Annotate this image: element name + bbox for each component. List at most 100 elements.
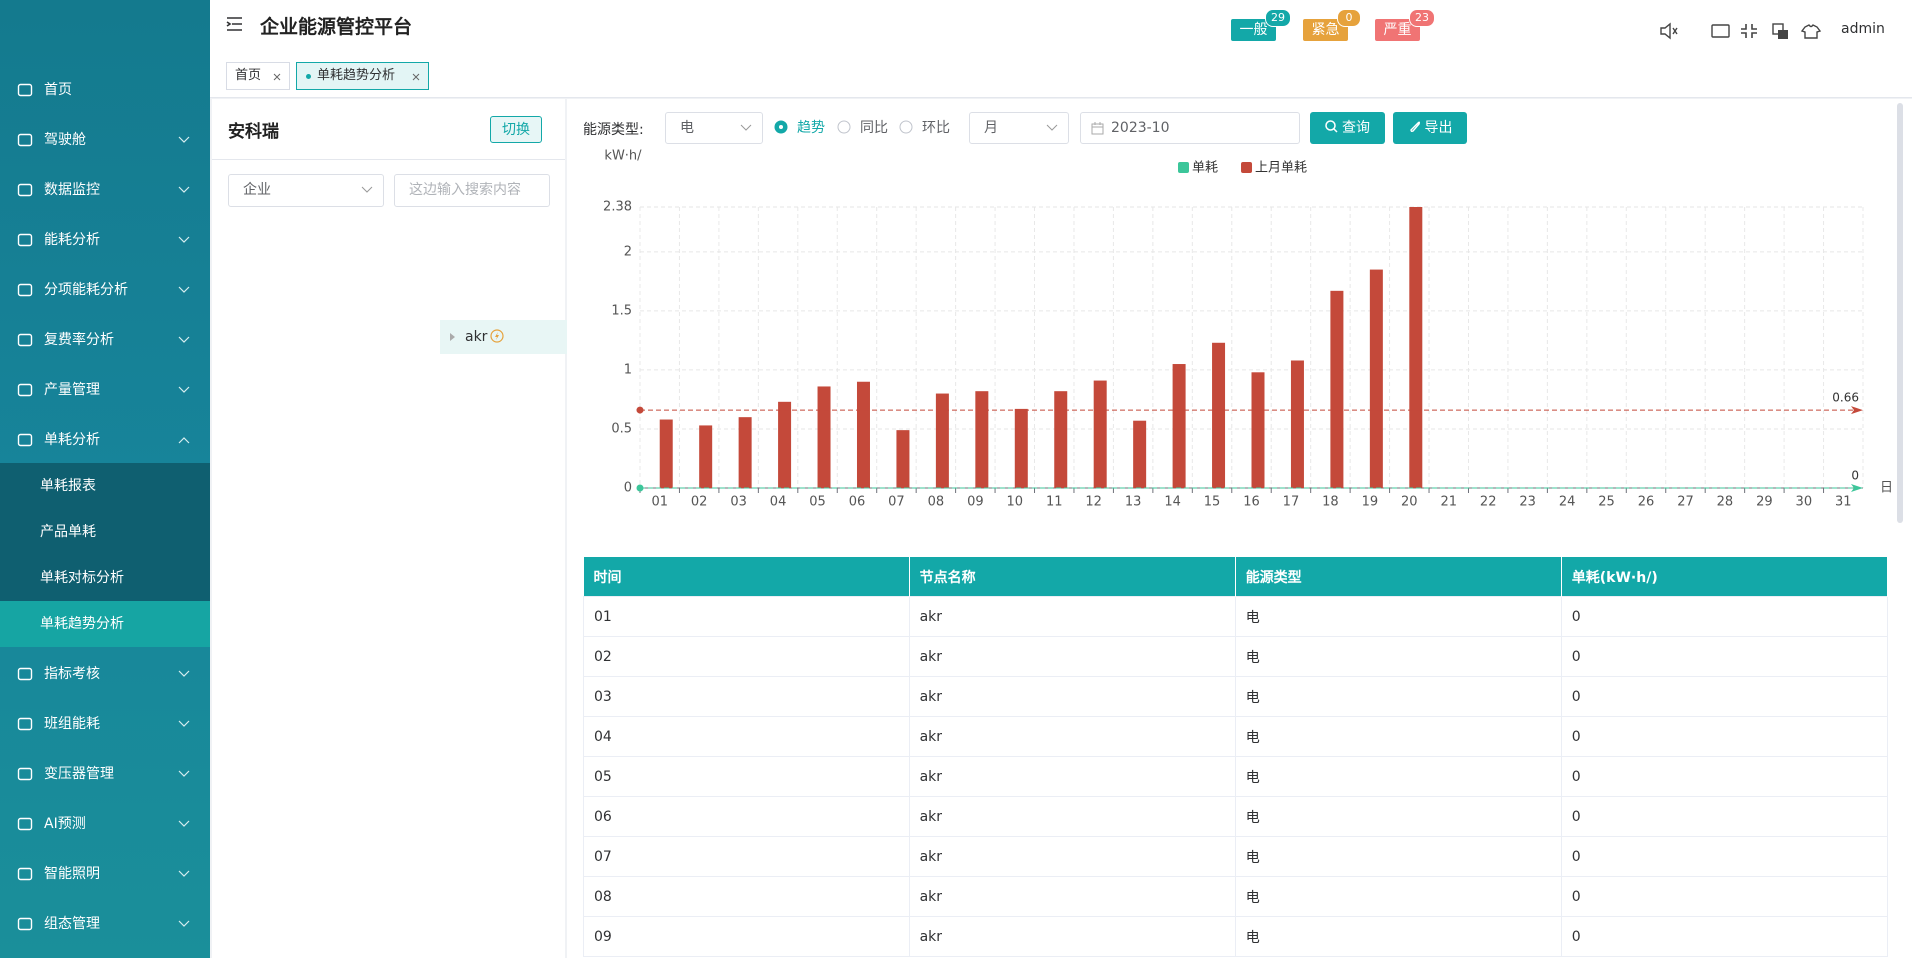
x-tick-label: 12 [1085,495,1102,510]
x-tick-label: 22 [1480,495,1497,510]
x-tick-label: 30 [1796,495,1813,510]
column-header: 时间 [583,557,910,597]
chevron [178,186,190,193]
bar [935,393,949,488]
menu-item[interactable]: 单耗分析 [0,415,210,465]
menu-item[interactable]: 班组能耗 [0,699,210,749]
radio-outer [899,120,913,134]
table-cell: 06 [583,796,910,837]
table-cell: 0 [1560,636,1889,677]
alert-badge[interactable]: 一般 [1231,19,1276,41]
submenu-label: 单耗对标分析 [40,570,124,586]
table-cell: 电 [1234,876,1562,917]
menu-item[interactable]: 产量管理 [0,365,210,415]
bar [817,386,831,488]
icon-shape [17,133,33,147]
menu-item[interactable]: 智能照明 [0,849,210,899]
icon-shape [17,333,33,347]
table-cell: 电 [1234,796,1562,837]
switch-button[interactable]: 切换 [490,116,542,143]
filter-select[interactable]: 企业 [228,174,384,207]
icon-shape [17,183,33,197]
average-label: 0.66 [1832,391,1859,405]
tab[interactable]: 首页 [226,62,290,90]
table-cell: akr [908,916,1236,957]
x-tick-label: 27 [1677,495,1694,510]
menu-item[interactable]: 数据监控 [0,165,210,215]
menu-item[interactable]: 指标考核 [0,649,210,699]
export-button[interactable]: 导出 [1393,112,1467,144]
icon-shape [17,767,33,781]
bar [975,391,989,488]
table-cell: 0 [1560,596,1889,637]
table-cell: 04 [583,716,910,757]
energy-select[interactable]: 电 [665,112,763,144]
menu-item[interactable]: 组态管理 [0,899,210,949]
submenu-item[interactable]: 单耗报表 [0,463,210,509]
x-tick-label: 02 [691,495,708,510]
legend-label: 单耗 [1192,161,1218,176]
submenu-label: 单耗报表 [40,478,96,494]
menu-toggle-icon[interactable] [226,16,244,32]
x-tick-label: 28 [1717,495,1734,510]
bar [1014,408,1028,488]
mode-radio[interactable]: 同比 [837,118,888,138]
tab-close [412,73,420,81]
menu-item[interactable]: 能耗分析 [0,215,210,265]
chevron [178,437,190,444]
chevron [178,286,190,293]
y-tick-label: 2.38 [603,200,632,215]
chevron-path [178,236,190,243]
chevron [178,670,190,677]
date-picker[interactable]: 2023-10 [1080,112,1300,144]
x-tick-label: 08 [928,495,945,510]
tab-close [273,73,281,81]
mode-radio[interactable]: 环比 [899,118,950,138]
average-start [636,406,644,414]
menu-label: 复费率分析 [44,332,114,348]
menu-item[interactable]: 复费率分析 [0,315,210,365]
menu-item[interactable]: 分项能耗分析 [0,265,210,315]
mode-radio[interactable]: 趋势 [774,118,825,138]
tab[interactable]: 单耗趋势分析 [296,62,429,90]
x-tick-label: 29 [1756,495,1773,510]
query-button[interactable]: 查询 [1310,112,1385,144]
table-cell: 09 [583,916,910,957]
menu-item[interactable]: AI预测 [0,799,210,849]
submenu-item[interactable]: 产品单耗 [0,509,210,555]
chevron-path [178,286,190,293]
table-row: 03 akr 电 0 [583,676,1889,717]
table-cell: akr [908,756,1236,797]
bar [1133,420,1147,488]
chart: kW·h/日 0 0.5 1 1.5 2 2.38 单耗 上月单耗 01 02 03 04 05 06 07 0… [603,149,1893,510]
x-tick-label: 07 [888,495,905,510]
submenu-item[interactable]: 单耗趋势分析 [0,601,210,647]
user-name[interactable]: admin [1841,21,1885,37]
icon-shape [17,667,33,681]
app-title: 企业能源管控平台 [260,16,413,38]
filter-select-value: 企业 [243,182,271,198]
tab-label: 首页 [235,68,262,83]
menu-item[interactable]: 驾驶舱 [0,115,210,165]
menu-label: 驾驶舱 [44,132,86,148]
alert-badge[interactable]: 紧急 [1303,19,1348,41]
submenu-item[interactable]: 单耗对标分析 [0,555,210,601]
alert-count: 29 [1265,9,1291,27]
search-input[interactable]: 这边输入搜索内容 [394,174,550,207]
legend-label: 上月单耗 [1255,161,1307,176]
menu-item[interactable]: 首页 [0,65,210,115]
radio-circle [837,120,851,134]
x-tick-label: 04 [770,495,787,510]
alert-badge[interactable]: 严重 [1375,19,1420,41]
table-cell: 电 [1234,716,1562,757]
x-axis-name: 日 [1880,481,1893,496]
period-select[interactable]: 月 [969,112,1069,144]
table-cell: 0 [1560,836,1889,877]
menu-item[interactable]: 变压器管理 [0,749,210,799]
icon-shape [17,817,33,831]
y-tick-label: 2 [624,244,632,259]
table-cell: 02 [583,636,910,677]
chevron [740,124,752,131]
menu-icon [17,717,33,731]
